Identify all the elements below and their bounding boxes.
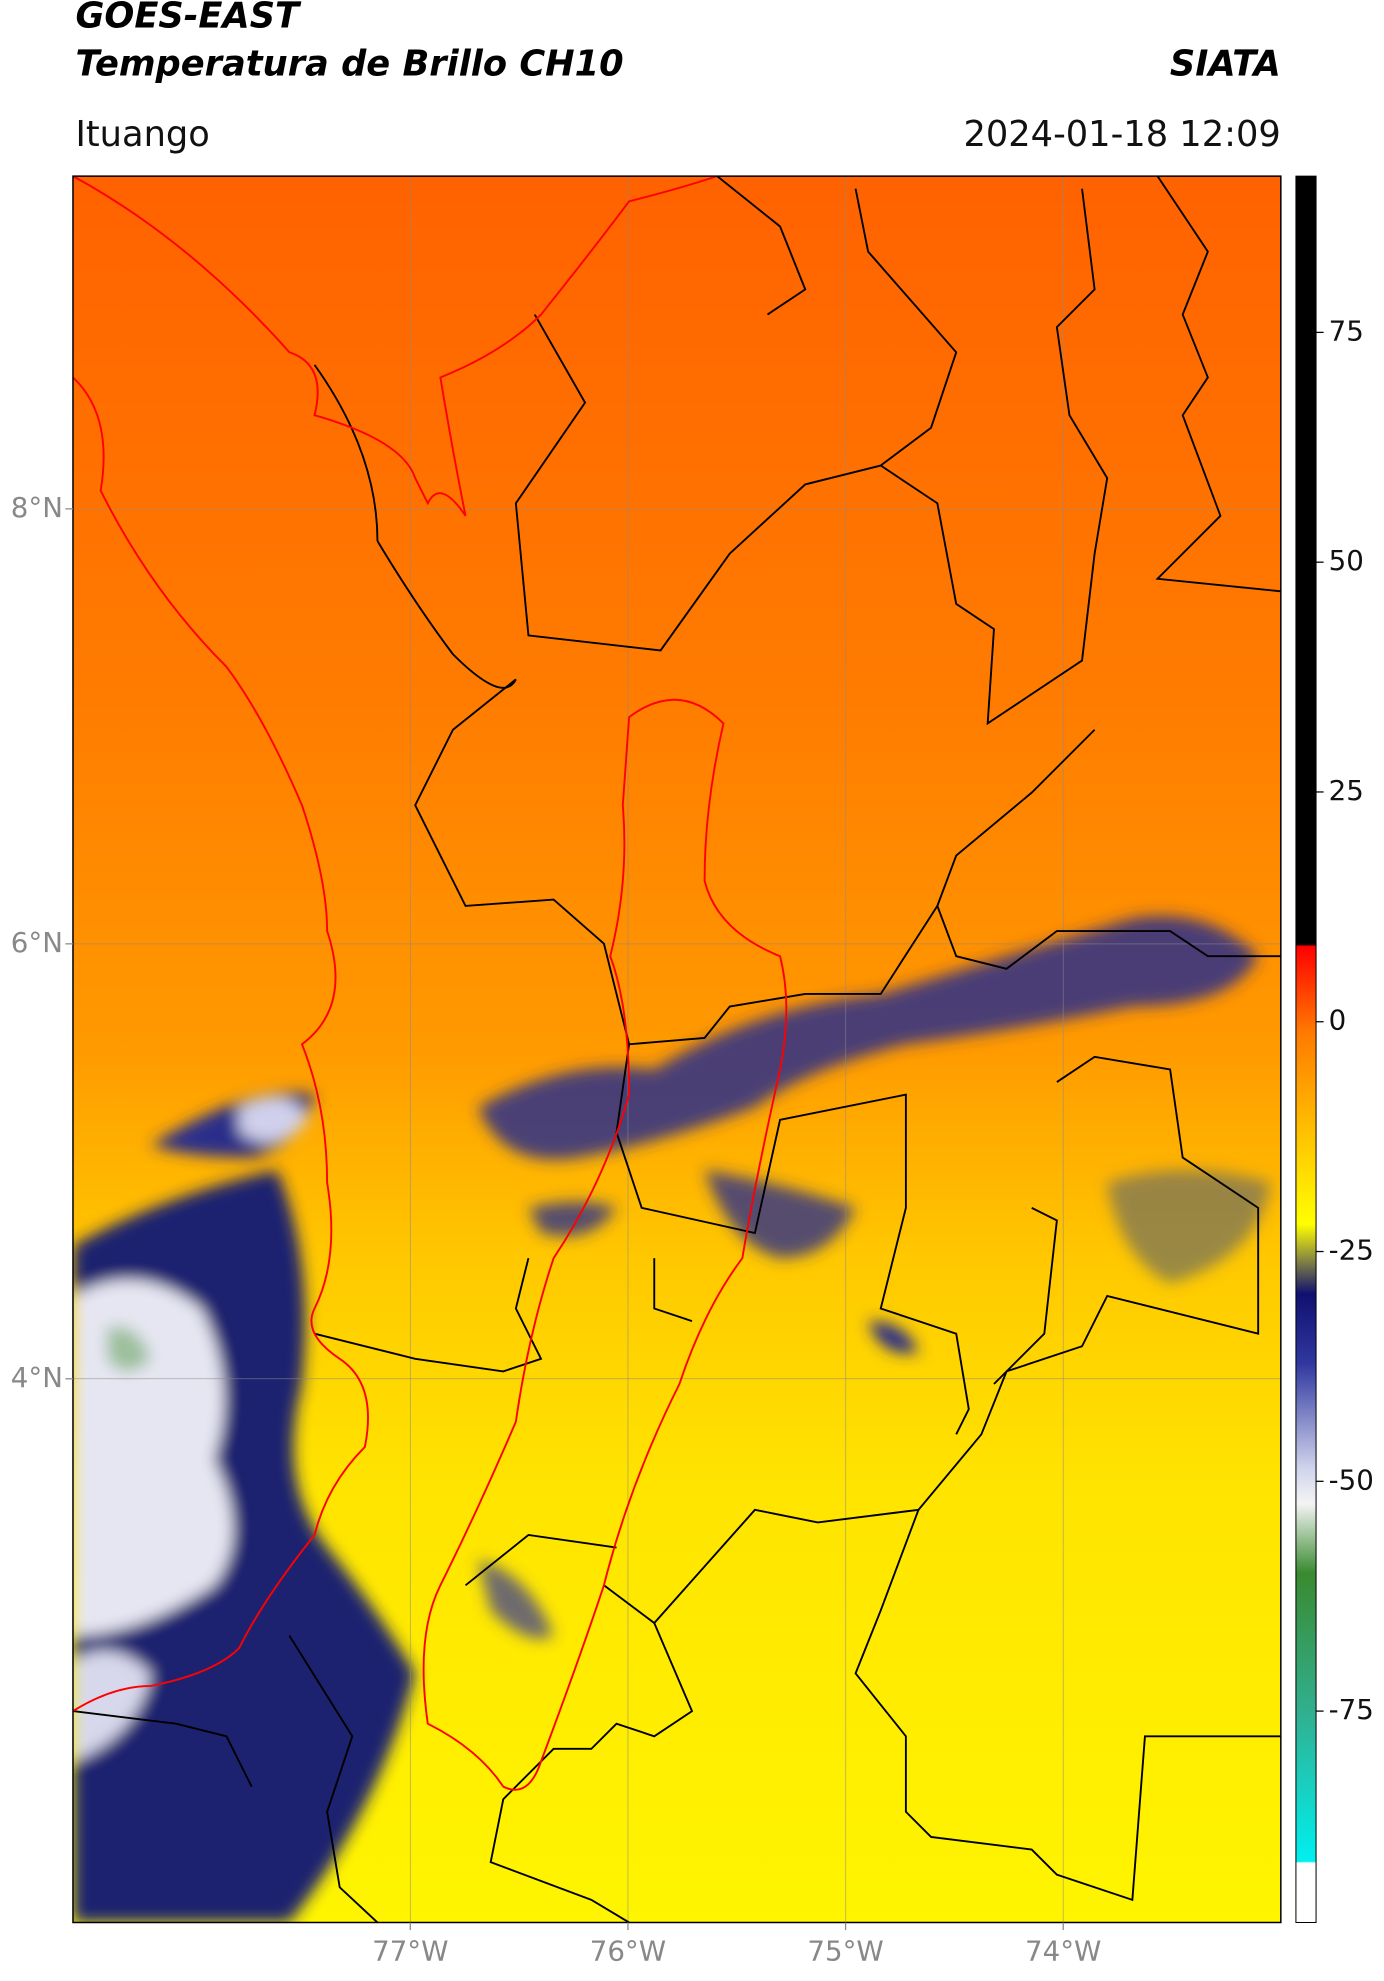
x-tick-label: 75°W [807,1935,883,1968]
colorbar-label: 0 [1329,1004,1347,1037]
map-frame [72,175,1282,1924]
map-image [72,176,1281,1923]
colorbar-label: 75 [1329,314,1364,347]
x-tick-label: 76°W [590,1935,666,1968]
colorbar-ticks: 75 50 25 0 -25 -50 -75 [1316,314,1374,1726]
coastline-and-basin [72,176,788,1791]
colorbar-label: 50 [1329,544,1364,577]
y-tick-label: 6°N [11,926,63,959]
agency: SIATA [1170,43,1281,84]
colorbar-label: -50 [1329,1463,1374,1496]
x-tick-label: 74°W [1025,1935,1101,1968]
admin-boundaries [72,176,1281,1923]
colorbar-label: -75 [1329,1693,1374,1726]
colorbar-label: -25 [1329,1234,1374,1267]
datetime: 2024-01-18 12:09 [963,114,1280,155]
colorbar-label: 25 [1329,774,1364,807]
subtitle: Temperatura de Brillo CH10 [75,43,623,84]
y-tick-label: 4°N [11,1361,63,1394]
y-tick-label: 8°N [11,491,63,524]
colorbar [1295,175,1317,1923]
x-tick-label: 77°W [372,1935,448,1968]
location: Ituango [75,114,209,155]
title: GOES-EAST [75,0,302,37]
